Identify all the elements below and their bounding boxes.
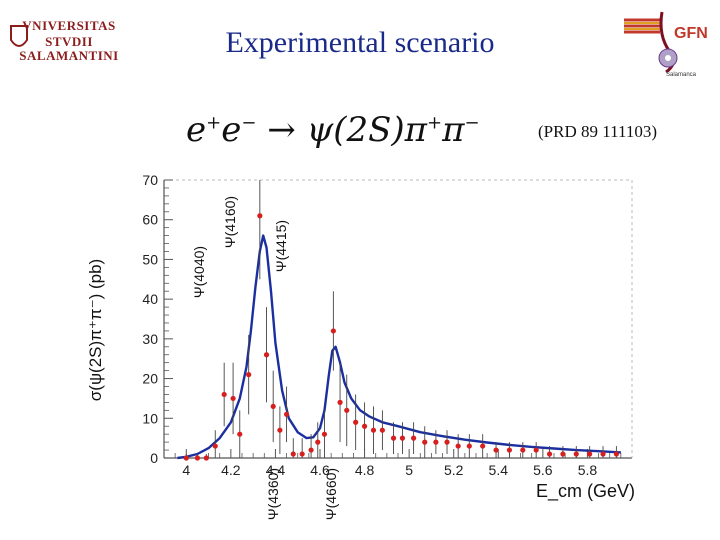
data-point bbox=[613, 451, 620, 457]
chart-axes: 0 10 20 30 40 50 60 70 4 4.2 4.4 4.6 4.8 5 5.2 5.4 5.6 5.… bbox=[142, 172, 633, 478]
gfn-emblem-icon: GFN Salamanca bbox=[624, 11, 708, 78]
data-point bbox=[411, 435, 417, 441]
data-point bbox=[480, 443, 486, 449]
data-point bbox=[263, 352, 270, 358]
data-point bbox=[587, 451, 593, 457]
fit-curve-layer bbox=[177, 234, 621, 460]
data-point bbox=[520, 447, 526, 453]
data-point bbox=[466, 443, 472, 449]
data-point bbox=[390, 435, 397, 441]
data-point bbox=[573, 451, 579, 457]
data-point bbox=[370, 427, 377, 433]
y-tick-label: 70 bbox=[142, 172, 158, 188]
logo-line-3: SALAMANTINI bbox=[19, 48, 119, 63]
fit-curve bbox=[177, 234, 621, 460]
x-tick-label: 5 bbox=[405, 462, 413, 478]
x-axis-label: E_cm (GeV) bbox=[536, 481, 636, 501]
data-point bbox=[560, 451, 566, 457]
data-point bbox=[299, 451, 305, 457]
data-point bbox=[361, 423, 368, 429]
eq-lhs-1: e bbox=[186, 110, 207, 150]
resonance-label-text: Ψ(4160) bbox=[221, 195, 238, 249]
x-tick-label: 4.4 bbox=[266, 462, 286, 478]
data-point bbox=[290, 451, 296, 457]
logo-line-2: STVDII bbox=[45, 34, 93, 49]
data-point bbox=[230, 395, 236, 402]
y-tick-label: 50 bbox=[142, 251, 158, 267]
x-tick-label: 5.4 bbox=[489, 462, 509, 478]
data-point bbox=[308, 447, 314, 453]
eq-lhs-2: e bbox=[221, 110, 242, 150]
resonance-label-text: Ψ(4360) bbox=[264, 467, 281, 521]
eq-rhs-2: π bbox=[442, 110, 465, 150]
y-tick-label: 10 bbox=[142, 410, 158, 426]
data-point bbox=[270, 403, 276, 409]
data-point bbox=[330, 328, 336, 334]
y-tick-label: 40 bbox=[142, 291, 158, 307]
eq-lhs-sup-2: − bbox=[241, 112, 257, 134]
data-point bbox=[246, 372, 252, 378]
data-point bbox=[315, 439, 321, 445]
eq-rhs: ψ(2S)π bbox=[306, 110, 428, 150]
y-axis-label-text: σ(ψ(2S)π⁺π⁻) (pb) bbox=[86, 258, 105, 402]
data-point bbox=[455, 443, 461, 449]
data-point bbox=[379, 427, 385, 433]
data-point bbox=[422, 439, 428, 445]
data-point bbox=[194, 455, 201, 461]
data-point bbox=[283, 411, 290, 417]
y-tick-label: 60 bbox=[142, 212, 158, 228]
data-point bbox=[277, 427, 283, 433]
logo-line-1: VNIVERSITAS bbox=[22, 18, 116, 33]
resonance-label-text: Ψ(4040) bbox=[191, 245, 208, 299]
data-point bbox=[237, 431, 243, 437]
y-tick-label: 0 bbox=[150, 450, 158, 466]
reaction-equation: e+e− → ψ(2S)π+π− bbox=[186, 110, 480, 150]
data-point bbox=[183, 455, 189, 461]
gfn-logo-subtext: Salamanca bbox=[666, 72, 697, 78]
data-point bbox=[600, 451, 606, 457]
data-point bbox=[321, 431, 328, 437]
x-tick-label: 5.2 bbox=[444, 462, 464, 478]
data-point bbox=[399, 435, 406, 441]
data-point bbox=[546, 451, 553, 457]
data-point bbox=[203, 455, 209, 461]
data-point bbox=[444, 439, 450, 445]
university-crest-icon bbox=[10, 25, 28, 47]
reference-citation: (PRD 89 111103) bbox=[538, 122, 657, 141]
x-tick-label: 4.2 bbox=[221, 462, 241, 478]
gfn-logo-text: GFN bbox=[674, 25, 708, 42]
eq-rhs-sup-2: − bbox=[464, 112, 480, 134]
data-point bbox=[344, 407, 350, 413]
slide-title: Experimental scenario bbox=[225, 26, 495, 59]
x-tick-label: 5.6 bbox=[533, 462, 553, 478]
y-tick-label: 30 bbox=[142, 331, 158, 347]
x-tick-label: 4.6 bbox=[310, 462, 330, 478]
resonance-label-text: Ψ(4660) bbox=[323, 467, 340, 521]
eq-lhs-sup-1: + bbox=[206, 112, 222, 134]
data-point bbox=[533, 447, 539, 453]
x-tick-label: 4 bbox=[182, 462, 190, 478]
resonance-label-text: Ψ(4415) bbox=[272, 219, 289, 273]
x-tick-label: 5.8 bbox=[578, 462, 598, 478]
eq-rhs-sup-1: + bbox=[427, 112, 443, 134]
data-point bbox=[353, 419, 359, 425]
data-point bbox=[433, 439, 439, 445]
data-point bbox=[221, 391, 227, 398]
data-point bbox=[506, 447, 513, 453]
gfn-logo: GFN Salamanca bbox=[618, 6, 710, 78]
data-point bbox=[493, 447, 499, 453]
data-point bbox=[257, 213, 263, 219]
eq-arrow: → bbox=[267, 110, 296, 150]
data-point bbox=[212, 443, 218, 449]
data-points-layer bbox=[183, 180, 620, 461]
y-tick-label: 20 bbox=[142, 371, 158, 387]
university-logo: VNIVERSITAS STVDII SALAMANTINI bbox=[10, 12, 124, 64]
data-point bbox=[337, 399, 343, 405]
x-tick-label: 4.8 bbox=[355, 462, 375, 478]
